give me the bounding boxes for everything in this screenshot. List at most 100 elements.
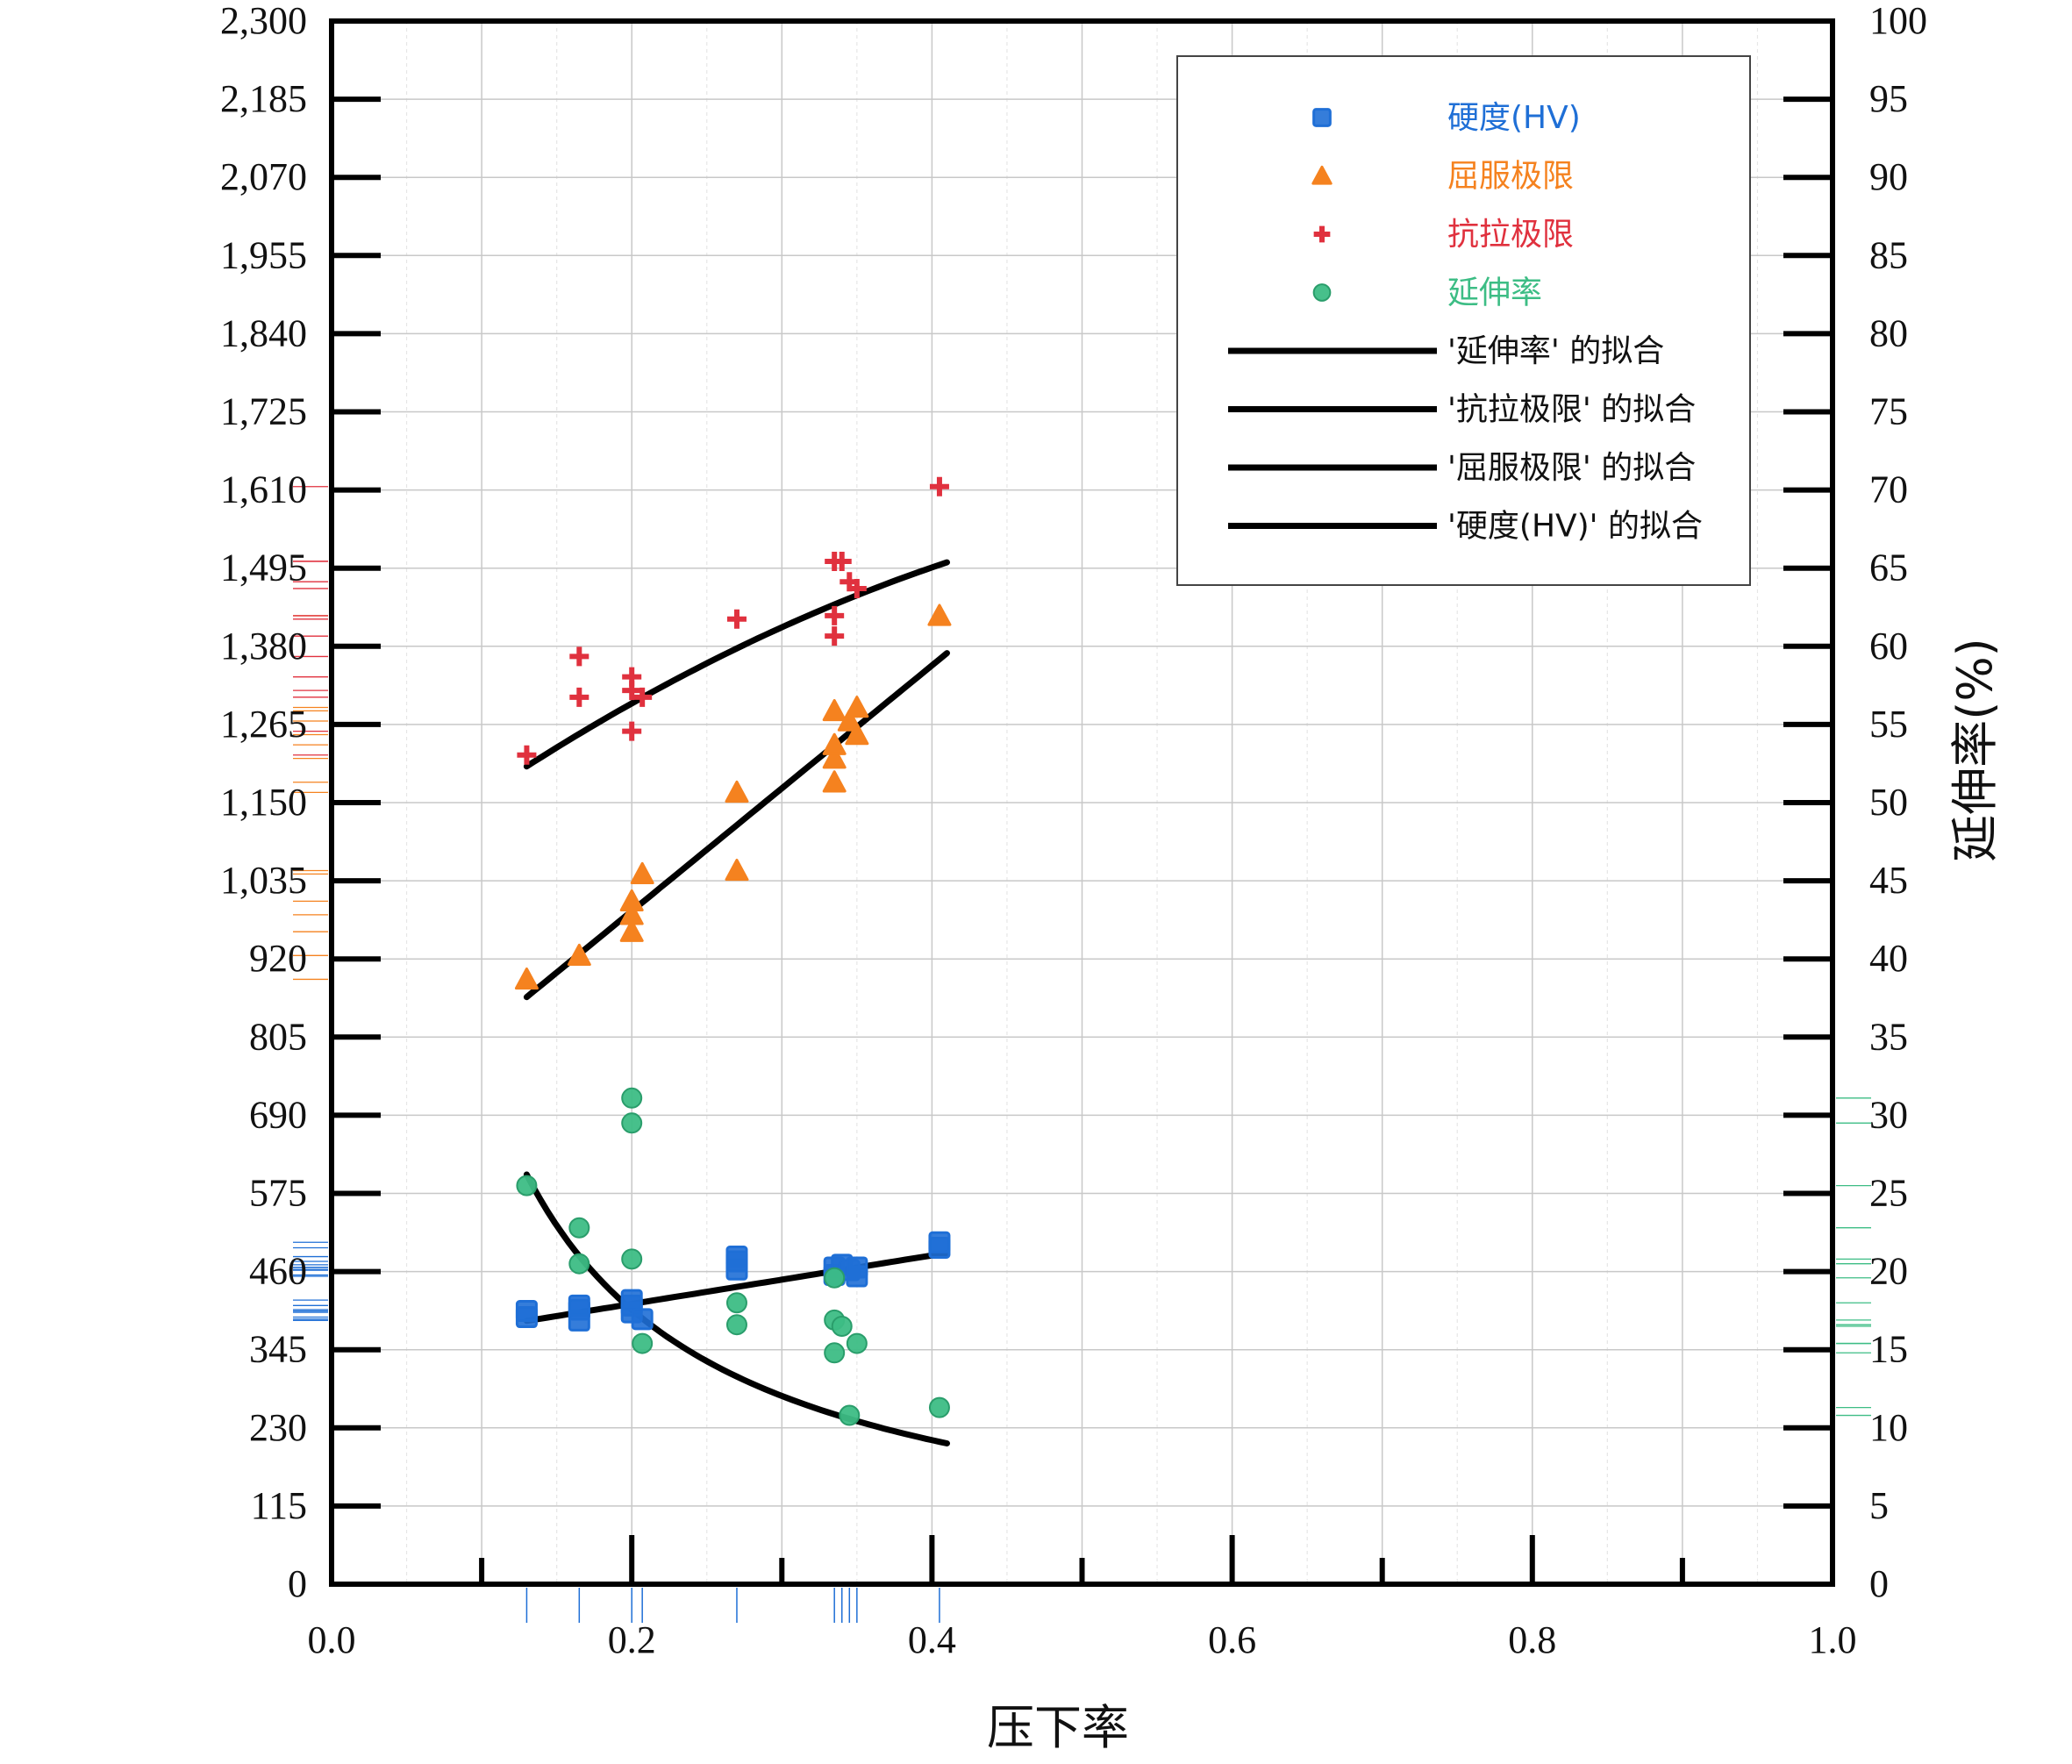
data-point bbox=[825, 626, 845, 646]
data-point bbox=[567, 943, 591, 967]
y-left-tick-label: 690 bbox=[249, 1093, 307, 1136]
legend-label: '硬度(HV)' 的拟合 bbox=[1447, 509, 1703, 545]
legend-label: 延伸率 bbox=[1447, 275, 1542, 311]
data-point bbox=[725, 1292, 747, 1314]
data-point bbox=[619, 919, 644, 942]
data-point bbox=[927, 603, 952, 626]
data-point bbox=[515, 1300, 538, 1323]
fit-curves bbox=[523, 559, 950, 1446]
y-left-tick-label: 2,185 bbox=[220, 77, 307, 120]
data-point bbox=[517, 745, 537, 765]
legend-marker bbox=[1313, 225, 1331, 243]
legend-label: 抗拉极限 bbox=[1447, 217, 1574, 253]
y-left-tick-label: 805 bbox=[249, 1015, 307, 1058]
data-point bbox=[622, 721, 642, 741]
y-right-tick-label: 25 bbox=[1869, 1172, 1908, 1215]
data-point bbox=[621, 1248, 643, 1270]
data-point bbox=[568, 1217, 590, 1239]
data-point bbox=[621, 1112, 643, 1134]
y-right-tick-label: 50 bbox=[1869, 781, 1908, 824]
data-point bbox=[845, 723, 869, 746]
data-point bbox=[846, 1256, 868, 1279]
y-right-tick-label: 95 bbox=[1869, 77, 1908, 120]
x-tick-label: 0.2 bbox=[608, 1618, 656, 1661]
y-left-tick-label: 1,840 bbox=[220, 311, 307, 354]
y-right-tick-label: 90 bbox=[1869, 155, 1908, 198]
x-tick-label: 0.6 bbox=[1208, 1618, 1256, 1661]
axis-ticks bbox=[332, 18, 1833, 1587]
y-left-tick-label: 0 bbox=[288, 1562, 307, 1605]
data-point bbox=[622, 667, 642, 687]
data-point bbox=[632, 1332, 654, 1354]
legend-label: 硬度(HV) bbox=[1447, 100, 1581, 136]
data-point bbox=[928, 1231, 951, 1253]
x-tick-label: 1.0 bbox=[1809, 1618, 1857, 1661]
data-point bbox=[928, 1396, 950, 1418]
y-right-tick-label: 45 bbox=[1869, 859, 1908, 902]
data-point bbox=[630, 861, 654, 885]
data-point bbox=[845, 696, 869, 718]
y-right-tick-label: 0 bbox=[1869, 1562, 1889, 1605]
y-left-tick-label: 1,150 bbox=[220, 781, 307, 824]
data-point bbox=[847, 578, 867, 598]
data-point bbox=[631, 1308, 654, 1331]
legend-label: '抗拉极限' 的拟合 bbox=[1447, 392, 1696, 428]
y-right-tick-label: 70 bbox=[1869, 468, 1908, 511]
y-left-tick-label: 345 bbox=[249, 1328, 307, 1371]
legend-label: '屈服极限' 的拟合 bbox=[1447, 450, 1696, 486]
y-right-tick-label: 10 bbox=[1869, 1406, 1908, 1449]
data-point bbox=[725, 1246, 748, 1268]
x-tick-label: 0.0 bbox=[308, 1618, 356, 1661]
fit-curve bbox=[523, 559, 950, 770]
data-point bbox=[514, 967, 539, 990]
legend-box bbox=[1176, 55, 1751, 586]
data-point bbox=[621, 1087, 643, 1109]
legend-marker bbox=[1312, 283, 1332, 302]
fit-curve bbox=[523, 650, 950, 1001]
data-point bbox=[825, 605, 845, 625]
y-right-tick-label: 40 bbox=[1869, 937, 1908, 980]
y-left-tick-label: 115 bbox=[251, 1484, 307, 1527]
data-point bbox=[632, 687, 653, 707]
data-point bbox=[831, 1315, 853, 1337]
data-point bbox=[725, 780, 749, 803]
fit-curve bbox=[523, 1249, 950, 1325]
y-right-tick-label: 65 bbox=[1869, 546, 1908, 589]
data-point bbox=[619, 889, 644, 912]
y-left-tick-label: 230 bbox=[249, 1406, 307, 1449]
data-point bbox=[822, 746, 847, 769]
rug-marks bbox=[293, 486, 1871, 1623]
y-right-tick-label: 55 bbox=[1869, 703, 1908, 746]
y-left-tick-label: 1,725 bbox=[220, 390, 307, 433]
data-point bbox=[619, 903, 644, 925]
y-right-tick-label: 60 bbox=[1869, 625, 1908, 668]
data-point bbox=[725, 1314, 747, 1336]
data-point bbox=[569, 646, 589, 667]
legend-label: '延伸率' 的拟合 bbox=[1447, 333, 1664, 369]
y-left-tick-label: 920 bbox=[249, 937, 307, 980]
data-point bbox=[929, 476, 949, 496]
y-right-tick-label: 35 bbox=[1869, 1015, 1908, 1058]
y-right-tick-label: 85 bbox=[1869, 233, 1908, 276]
data-point bbox=[822, 698, 847, 722]
data-point bbox=[846, 1332, 868, 1354]
data-point bbox=[837, 709, 861, 732]
data-point bbox=[516, 1175, 538, 1196]
x-tick-label: 0.8 bbox=[1508, 1618, 1556, 1661]
y-right-tick-label: 20 bbox=[1869, 1250, 1908, 1293]
y-right-tick-label: 30 bbox=[1869, 1093, 1908, 1136]
y-right-tick-label: 75 bbox=[1869, 390, 1908, 433]
data-point bbox=[839, 1404, 861, 1426]
y-left-tick-label: 1,495 bbox=[220, 546, 307, 589]
legend-marker bbox=[1312, 108, 1332, 127]
data-point bbox=[822, 770, 847, 793]
y-left-tick-label: 1,265 bbox=[220, 703, 307, 746]
data-point bbox=[726, 609, 747, 629]
data-point bbox=[620, 1289, 643, 1311]
y-right-tick-label: 100 bbox=[1869, 0, 1927, 42]
data-point bbox=[824, 1342, 846, 1364]
tick-labels: 01152303454605756908059201,0351,1501,265… bbox=[220, 0, 1927, 1661]
data-point bbox=[832, 551, 852, 571]
